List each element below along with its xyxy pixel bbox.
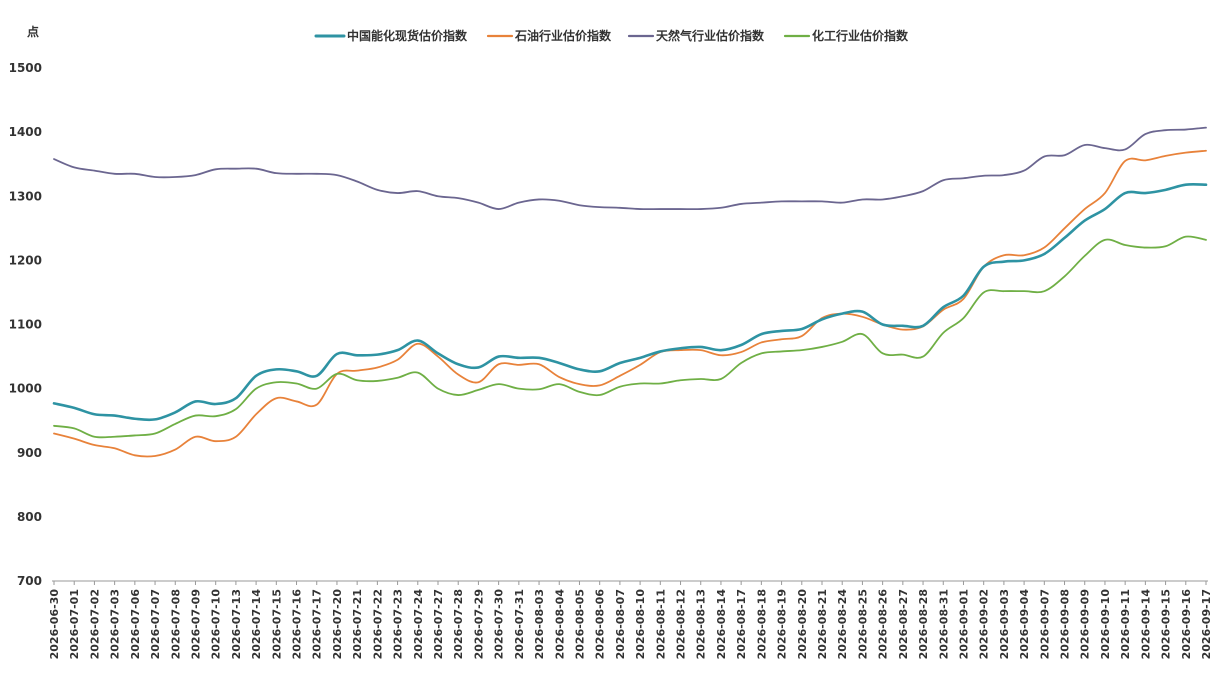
x-tick-label: 2026-09-03 — [998, 589, 1011, 659]
x-tick-label: 2026-08-03 — [533, 589, 546, 659]
x-tick-label: 2026-07-14 — [250, 589, 263, 660]
x-tick-label: 2026-08-06 — [594, 589, 607, 660]
legend-label: 天然气行业估价指数 — [656, 28, 765, 43]
x-tick-label: 2026-08-07 — [614, 589, 627, 659]
x-tick-label: 2026-09-02 — [978, 589, 991, 659]
legend-label: 中国能化现货估价指数 — [347, 28, 468, 43]
x-tick-label: 2026-08-04 — [553, 589, 566, 660]
x-tick-label: 2026-08-14 — [715, 589, 728, 660]
legend-item-0: 中国能化现货估价指数 — [314, 28, 468, 43]
x-tick-label: 2026-08-10 — [634, 589, 647, 660]
x-tick-label: 2026-09-01 — [957, 589, 970, 659]
y-axis-unit-label: 点 — [27, 24, 39, 39]
x-tick-label: 2026-07-03 — [109, 589, 122, 659]
x-tick-label: 2026-07-16 — [291, 589, 304, 660]
legend-label: 石油行业估价指数 — [514, 28, 612, 43]
x-tick-label: 2026-08-17 — [735, 589, 748, 659]
legend-label: 化工行业估价指数 — [812, 28, 909, 43]
x-tick-label: 2026-07-21 — [351, 589, 364, 659]
x-tick-label: 2026-09-08 — [1059, 589, 1072, 659]
y-tick-label: 1100 — [9, 318, 42, 332]
x-tick-label: 2026-08-27 — [897, 589, 910, 659]
y-tick-label: 800 — [17, 510, 42, 524]
legend-item-1: 石油行业估价指数 — [486, 28, 612, 43]
x-tick-label: 2026-07-20 — [331, 589, 344, 660]
y-tick-label: 1000 — [9, 382, 42, 396]
x-tick-label: 2026-08-19 — [776, 589, 789, 659]
y-tick-label: 1300 — [9, 189, 42, 203]
y-tick-label: 1200 — [9, 253, 42, 267]
x-tick-label: 2026-08-05 — [573, 589, 586, 659]
x-tick-label: 2026-07-17 — [311, 589, 324, 659]
x-tick-label: 2026-07-31 — [513, 589, 526, 659]
x-tick-label: 2026-07-24 — [412, 589, 425, 660]
x-tick-label: 2026-08-28 — [917, 589, 930, 659]
series-line-3 — [53, 235, 1207, 439]
y-tick-label: 900 — [17, 446, 42, 460]
x-tick-label: 2026-07-13 — [230, 589, 243, 659]
y-tick-label: 700 — [17, 574, 42, 588]
x-tick-label: 2026-08-13 — [695, 589, 708, 659]
x-tick-label: 2026-07-29 — [472, 589, 485, 659]
x-tick-label: 2026-08-18 — [755, 589, 768, 659]
x-tick-label: 2026-08-12 — [675, 589, 688, 659]
x-tick-label: 2026-07-28 — [452, 589, 465, 659]
x-tick-label: 2026-07-01 — [68, 589, 81, 659]
series-line-0 — [52, 183, 1208, 422]
x-tick-label: 2026-07-23 — [392, 589, 405, 659]
legend-item-2: 天然气行业估价指数 — [627, 28, 765, 43]
x-tick-label: 2026-06-30 — [48, 589, 61, 660]
x-tick-label: 2026-09-09 — [1079, 589, 1092, 659]
y-tick-label: 1500 — [9, 61, 42, 75]
x-tick-label: 2026-07-30 — [493, 589, 506, 660]
x-tick-label: 2026-07-15 — [270, 589, 283, 659]
x-tick-label: 2026-08-24 — [836, 589, 849, 660]
x-tick-label: 2026-09-04 — [1018, 589, 1031, 660]
x-tick-label: 2026-08-21 — [816, 589, 829, 659]
y-axis: 700 800 900 1000 1100 1200 1300 1400 1500 — [9, 61, 42, 588]
x-tick-label: 2026-07-07 — [149, 589, 162, 659]
x-tick-label: 2026-09-16 — [1180, 589, 1193, 660]
x-tick-label: 2026-09-14 — [1139, 589, 1152, 660]
x-tick-label: 2026-09-15 — [1160, 589, 1173, 659]
series-line-2 — [53, 126, 1207, 211]
x-tick-label: 2026-08-26 — [877, 589, 890, 660]
x-tick-label: 2026-07-27 — [432, 589, 445, 659]
legend-item-3: 化工行业估价指数 — [783, 28, 909, 43]
x-tick-label: 2026-09-10 — [1099, 589, 1112, 660]
x-tick-label: 2026-07-08 — [169, 589, 182, 659]
x-tick-label: 2026-09-07 — [1038, 589, 1051, 659]
x-tick-label: 2026-07-02 — [88, 589, 101, 659]
legend: 中国能化现货估价指数 石油行业估价指数 天然气行业估价指数 化工行业估价指数 — [314, 28, 909, 43]
x-tick-label: 2026-09-17 — [1200, 589, 1213, 659]
x-tick-label: 2026-08-20 — [796, 589, 809, 660]
x-tick-label: 2026-07-10 — [210, 589, 223, 660]
x-tick-label: 2026-07-06 — [129, 589, 142, 660]
x-tick-label: 2026-08-11 — [654, 589, 667, 659]
series-line-1 — [53, 149, 1207, 458]
x-tick-label: 2026-07-09 — [189, 589, 202, 659]
x-tick-label: 2026-08-25 — [856, 589, 869, 659]
plot-lines — [52, 126, 1208, 458]
x-tick-label: 2026-07-22 — [371, 589, 384, 659]
x-axis: 2026-06-30 2026-07-01 2026-07-02 2026-07-03… — [48, 580, 1213, 660]
x-tick-label: 2026-08-31 — [937, 589, 950, 659]
y-tick-label: 1400 — [9, 125, 42, 139]
x-tick-label: 2026-09-11 — [1119, 589, 1132, 659]
